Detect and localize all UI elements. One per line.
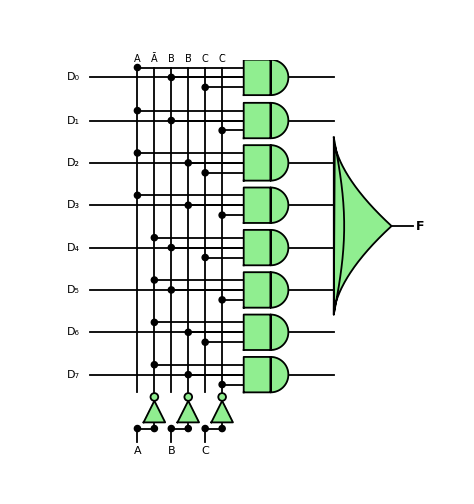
Circle shape xyxy=(185,202,191,208)
Polygon shape xyxy=(177,401,199,422)
Circle shape xyxy=(202,425,208,431)
Circle shape xyxy=(219,212,225,218)
Circle shape xyxy=(185,160,191,166)
Circle shape xyxy=(185,425,191,431)
Circle shape xyxy=(202,84,208,90)
Circle shape xyxy=(202,339,208,345)
Circle shape xyxy=(219,382,225,388)
Text: D₃: D₃ xyxy=(66,200,80,210)
Circle shape xyxy=(151,362,157,368)
Polygon shape xyxy=(244,272,288,307)
Polygon shape xyxy=(144,401,165,422)
Polygon shape xyxy=(244,145,288,180)
Polygon shape xyxy=(244,314,288,350)
Text: D₄: D₄ xyxy=(66,242,80,253)
Circle shape xyxy=(151,277,157,283)
Circle shape xyxy=(134,192,140,199)
Text: B̄: B̄ xyxy=(185,54,191,65)
Circle shape xyxy=(185,329,191,335)
Circle shape xyxy=(219,425,225,431)
Circle shape xyxy=(185,371,191,377)
Circle shape xyxy=(134,425,140,431)
Polygon shape xyxy=(244,103,288,138)
Circle shape xyxy=(134,107,140,114)
Polygon shape xyxy=(244,59,288,95)
Circle shape xyxy=(168,117,174,123)
Text: D₆: D₆ xyxy=(66,327,80,337)
Text: D₁: D₁ xyxy=(66,115,80,125)
Polygon shape xyxy=(244,230,288,265)
Text: B: B xyxy=(168,54,175,65)
Circle shape xyxy=(151,393,158,401)
Circle shape xyxy=(168,287,174,293)
Circle shape xyxy=(151,425,157,431)
Polygon shape xyxy=(244,187,288,223)
Text: D₂: D₂ xyxy=(66,158,80,168)
Circle shape xyxy=(168,425,174,431)
Text: A: A xyxy=(134,54,141,65)
Circle shape xyxy=(184,393,192,401)
Text: C: C xyxy=(202,54,209,65)
Circle shape xyxy=(219,297,225,303)
Circle shape xyxy=(168,244,174,250)
Text: C̄: C̄ xyxy=(219,54,226,65)
Polygon shape xyxy=(211,401,233,422)
Circle shape xyxy=(202,255,208,261)
Text: B: B xyxy=(167,446,175,456)
Circle shape xyxy=(219,393,226,401)
Text: D₇: D₇ xyxy=(66,369,80,380)
Circle shape xyxy=(168,75,174,81)
Text: D₀: D₀ xyxy=(66,73,80,83)
Circle shape xyxy=(134,150,140,156)
Text: Ā: Ā xyxy=(151,54,158,65)
Circle shape xyxy=(134,65,140,71)
Circle shape xyxy=(202,170,208,176)
Text: D₅: D₅ xyxy=(66,285,80,295)
Text: C: C xyxy=(201,446,209,456)
Polygon shape xyxy=(244,357,288,392)
Polygon shape xyxy=(334,138,392,314)
Text: F: F xyxy=(416,220,425,232)
Circle shape xyxy=(151,234,157,241)
Text: A: A xyxy=(134,446,141,456)
Circle shape xyxy=(151,320,157,326)
Circle shape xyxy=(219,128,225,134)
